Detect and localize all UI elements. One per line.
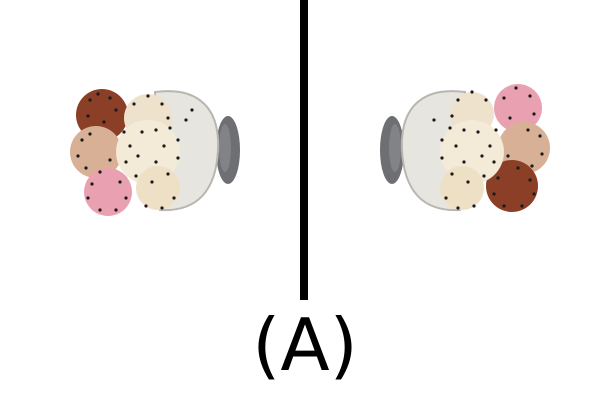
figure-caption: (A) [0,300,610,390]
sundae-stand-highlight [389,124,401,172]
sundae-image-right [360,70,560,230]
scoop-vanilla-lower [440,166,484,210]
scoop-vanilla-lower [136,166,180,210]
sundae-image-left [60,70,260,230]
scoop-strawberry [84,168,132,216]
vertical-divider [300,0,308,300]
sundae-stand-highlight [219,124,231,172]
